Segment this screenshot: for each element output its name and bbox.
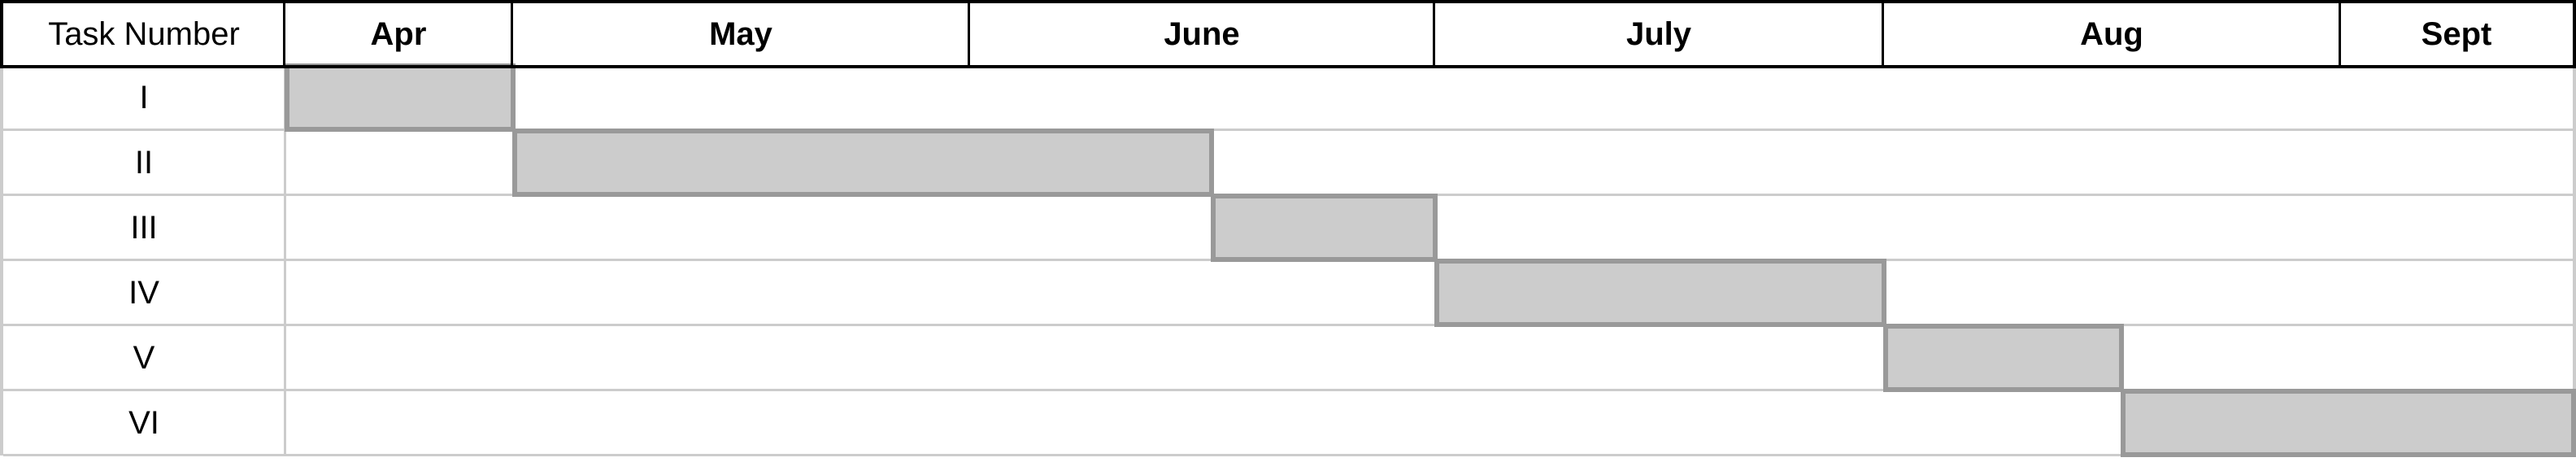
task-bar-vi xyxy=(2121,389,2576,457)
task-label: II xyxy=(134,144,154,181)
row-divider xyxy=(3,454,2573,456)
header-month-aug: Aug xyxy=(2080,15,2143,52)
header-month-sept: Sept xyxy=(2421,15,2492,52)
task-bar-iii xyxy=(1211,194,1438,262)
body-right-border xyxy=(2573,65,2576,455)
header-column-divider xyxy=(968,0,970,65)
task-column-divider xyxy=(284,65,286,455)
task-bar-i xyxy=(285,63,516,132)
row-divider xyxy=(3,129,2573,131)
header-left-border xyxy=(0,0,3,68)
header-right-border xyxy=(2573,0,2576,68)
task-label: VI xyxy=(128,404,159,441)
header-task-number: Task Number xyxy=(48,15,240,52)
header-month-july: July xyxy=(1625,15,1692,52)
task-label: V xyxy=(133,339,155,376)
header-column-divider xyxy=(2339,0,2341,65)
task-label: III xyxy=(130,209,158,246)
header-column-divider xyxy=(1433,0,1435,65)
header-month-apr: Apr xyxy=(370,15,427,52)
header-column-divider xyxy=(1882,0,1884,65)
row-divider xyxy=(3,324,2573,326)
task-label: I xyxy=(139,79,149,116)
task-bar-v xyxy=(1883,324,2125,392)
header-month-june: June xyxy=(1164,15,1240,52)
header-bottom-border xyxy=(0,65,2576,68)
task-bar-iv xyxy=(1434,259,1886,327)
row-divider xyxy=(3,389,2573,391)
header-top-border xyxy=(0,0,2576,3)
header-column-divider xyxy=(511,0,513,65)
header-month-may: May xyxy=(709,15,772,52)
task-label: IV xyxy=(128,274,159,311)
task-bar-ii xyxy=(512,129,1215,197)
body-left-border xyxy=(0,65,3,455)
header-column-divider xyxy=(283,0,285,65)
